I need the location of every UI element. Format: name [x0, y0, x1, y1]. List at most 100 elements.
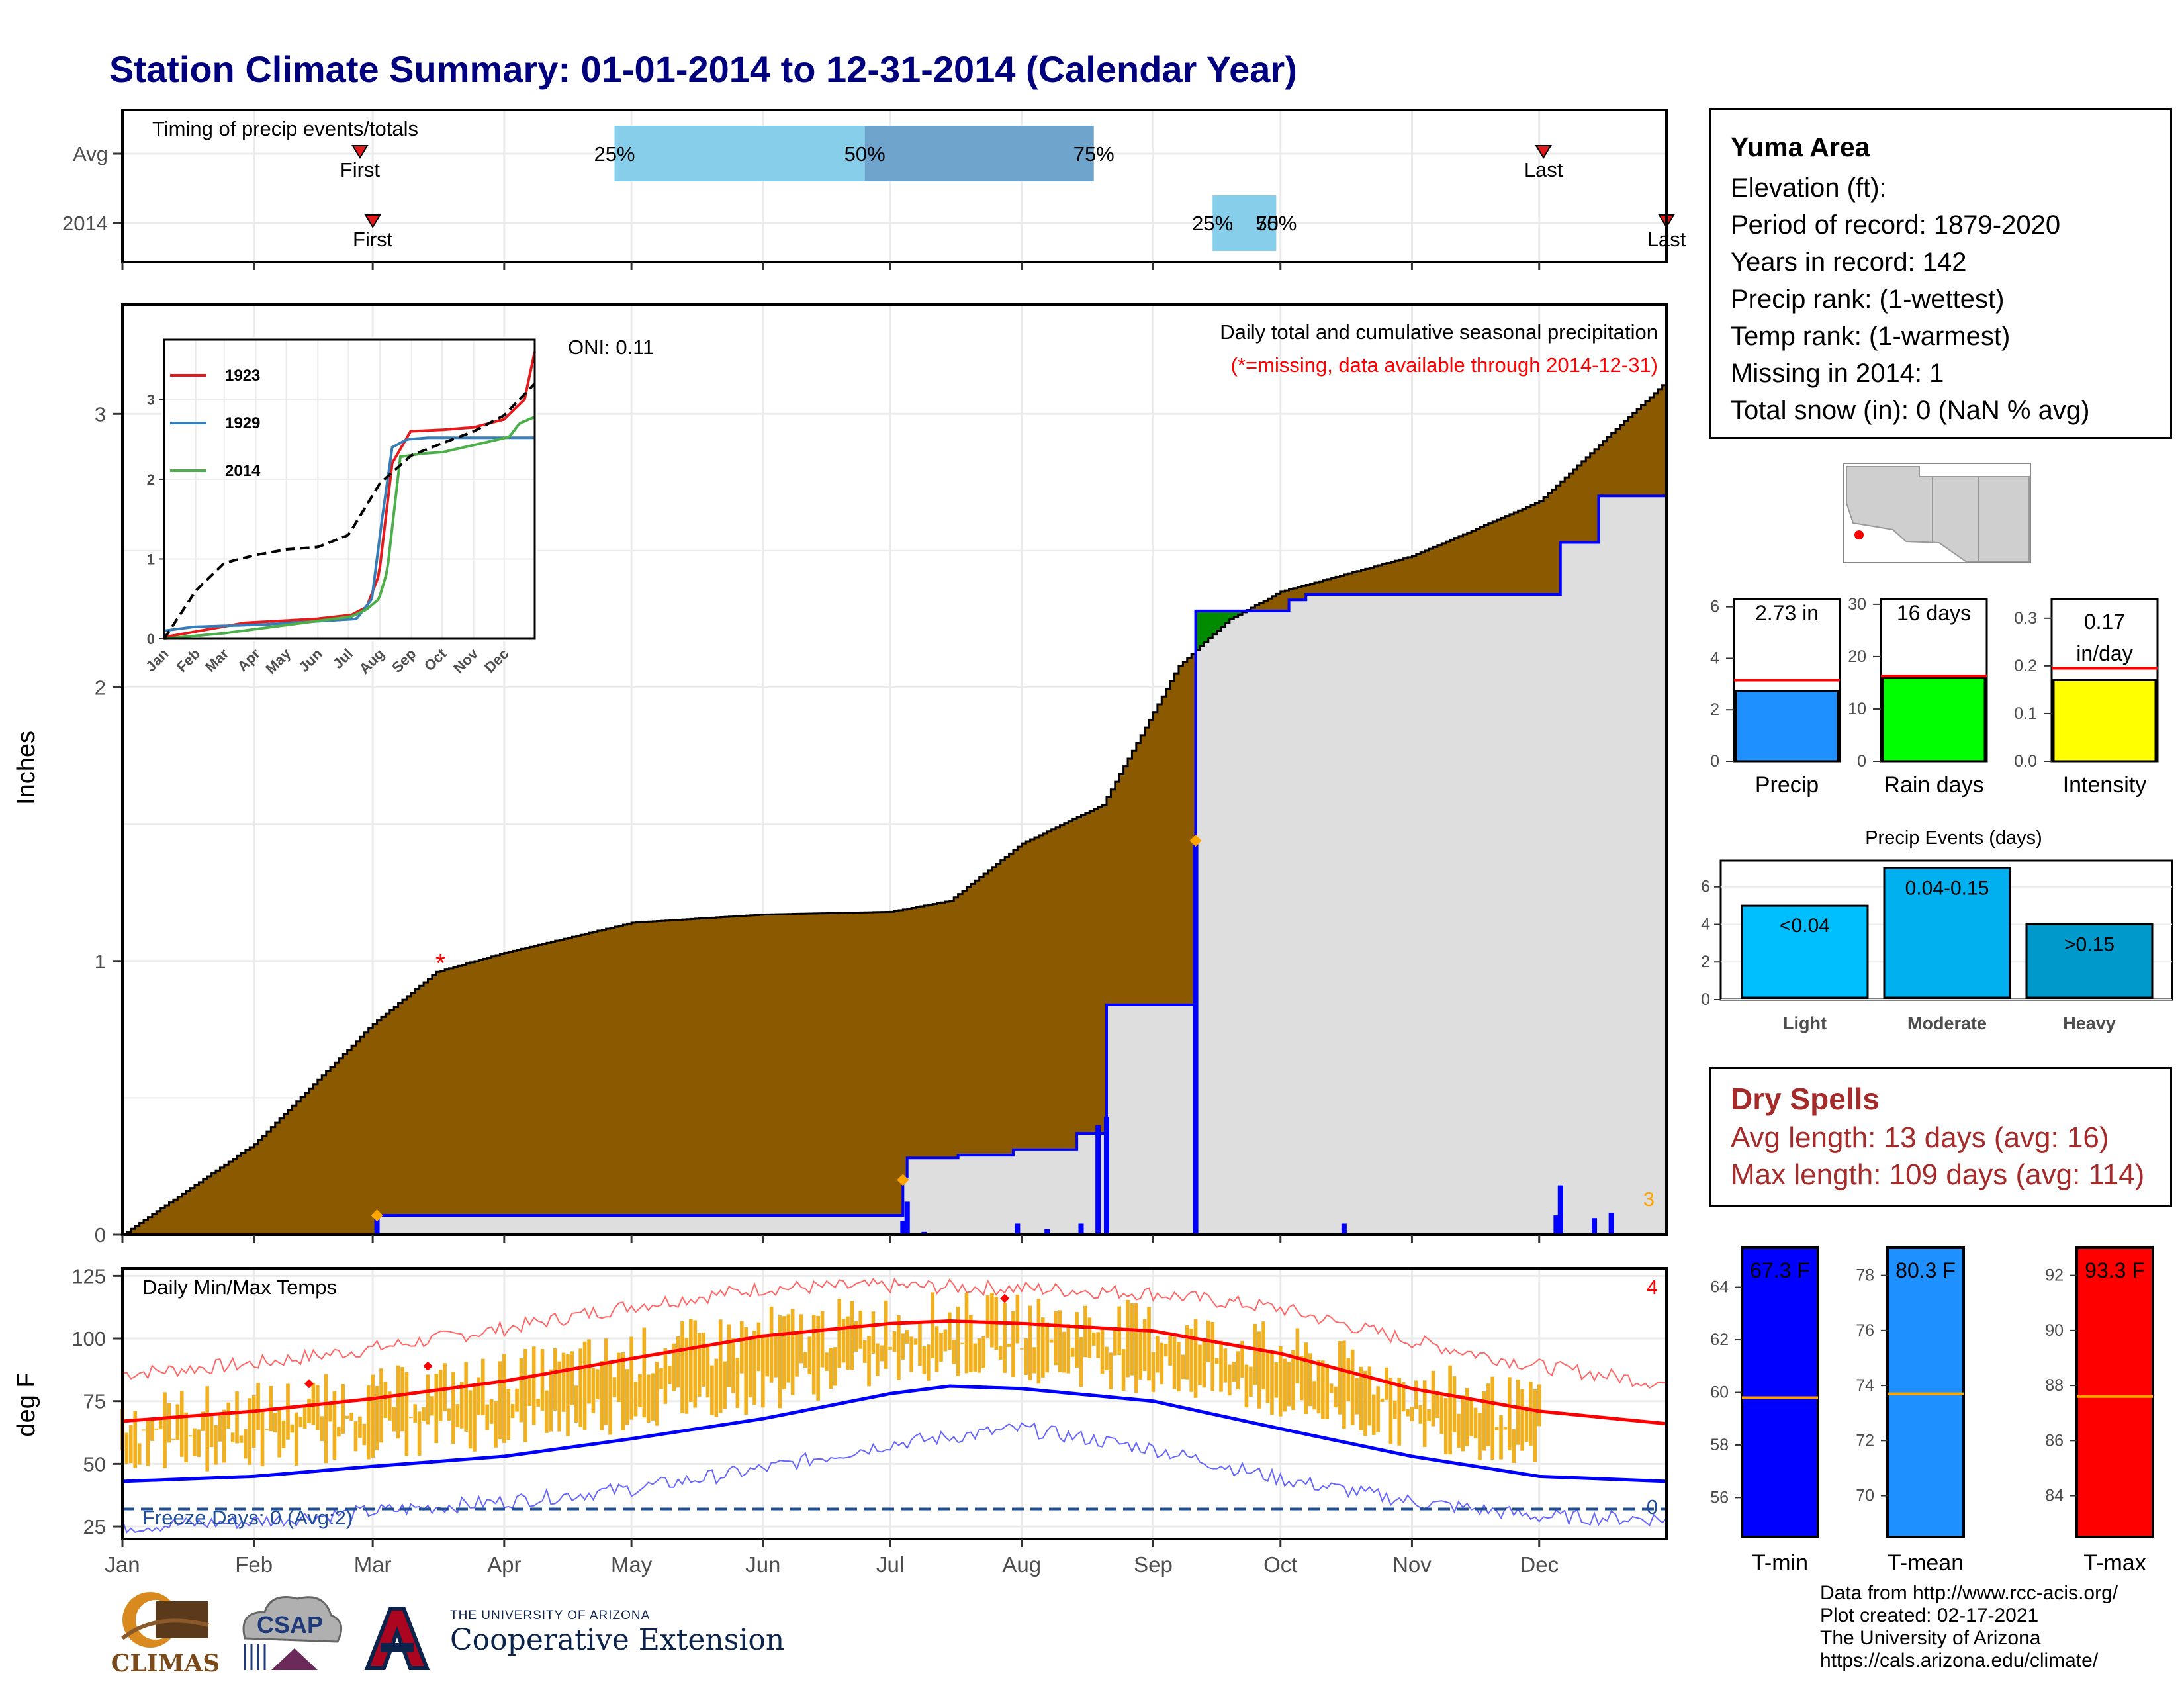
daily-temp-range-bar — [193, 1428, 197, 1457]
daily-temp-range-bar — [735, 1358, 740, 1408]
month-label: Apr — [487, 1552, 521, 1577]
daily-temp-range-bar — [943, 1329, 948, 1352]
month-label: Jan — [105, 1552, 140, 1577]
temp-summary-tick-label: 76 — [1856, 1321, 1874, 1340]
daily-temp-range-bar — [133, 1411, 138, 1468]
daily-temp-range-bar — [884, 1300, 888, 1369]
daily-temp-range-bar — [1410, 1407, 1414, 1422]
daily-temp-range-bar — [1316, 1360, 1321, 1414]
daily-temp-range-bar — [600, 1361, 604, 1430]
daily-temp-range-bar — [1512, 1429, 1516, 1463]
daily-temp-range-bar — [124, 1432, 129, 1464]
daily-temp-range-bar — [1334, 1386, 1338, 1408]
daily-temp-range-bar — [260, 1411, 265, 1466]
daily-temp-range-bar — [235, 1391, 239, 1444]
daily-temp-range-bar — [171, 1438, 175, 1440]
daily-temp-range-bar — [668, 1366, 672, 1384]
record-marker — [304, 1379, 314, 1389]
daily-temp-range-bar — [417, 1411, 422, 1456]
temp-y-axis-label: deg F — [13, 1372, 40, 1436]
daily-temp-range-bar — [1516, 1379, 1520, 1445]
daily-temp-range-bar — [251, 1395, 256, 1448]
daily-temp-range-bar — [1278, 1346, 1283, 1417]
daily-temp-range-bar — [1443, 1398, 1448, 1454]
timing-bar-50-75 — [864, 126, 1094, 181]
daily-temp-range-bar — [1257, 1331, 1261, 1409]
daily-temp-range-bar — [1308, 1353, 1312, 1407]
daily-temp-range-bar — [621, 1352, 625, 1430]
temp-summary-tick-label: 74 — [1856, 1376, 1874, 1395]
timing-p75-label: 75% — [1073, 142, 1115, 165]
inset-legend-label: 1929 — [225, 414, 260, 432]
daily-temp-range-bar — [1338, 1341, 1342, 1415]
daily-temp-range-bar — [876, 1343, 880, 1376]
daily-temp-range-bar — [248, 1398, 252, 1465]
daily-temp-range-bar — [1138, 1332, 1143, 1380]
daily-temp-range-bar — [922, 1346, 927, 1374]
daily-temp-range-bar — [150, 1417, 154, 1441]
daily-temp-range-bar — [341, 1383, 345, 1434]
record-high-line — [122, 1277, 1667, 1389]
summary-bar-tick-label: 2 — [1710, 700, 1719, 719]
summary-bar — [1735, 690, 1839, 763]
daily-temp-range-bar — [608, 1360, 612, 1435]
daily-temp-range-bar — [604, 1338, 608, 1425]
precip-caption: Daily total and cumulative seasonal prec… — [1220, 320, 1658, 344]
temp-summary-tick-label: 64 — [1710, 1278, 1729, 1297]
daily-temp-range-bar — [816, 1315, 820, 1401]
daily-temp-range-bar — [1087, 1317, 1092, 1358]
daily-temp-range-bar — [1401, 1382, 1406, 1412]
daily-temp-range-bar — [1414, 1380, 1418, 1409]
timing-marker-label: First — [353, 228, 393, 251]
daily-temp-range-bar — [990, 1292, 994, 1348]
temp-summary-value-label: 80.3 F — [1895, 1258, 1956, 1282]
daily-temp-range-bar — [744, 1327, 748, 1415]
daily-precip-bar — [1044, 1229, 1050, 1235]
daily-temp-range-bar — [629, 1336, 633, 1420]
daily-temp-range-bar — [230, 1432, 235, 1442]
precip-events-category: Heavy — [2063, 1013, 2116, 1033]
daily-temp-range-bar — [515, 1388, 519, 1412]
precip-events-bar — [2025, 923, 2154, 999]
precip-panel-border — [121, 303, 1668, 1236]
daily-temp-range-bar — [455, 1404, 460, 1427]
daily-temp-range-bar — [549, 1369, 553, 1432]
daily-temp-range-bar — [209, 1416, 214, 1447]
daily-temp-range-bar — [638, 1374, 642, 1408]
daily-temp-range-bar — [506, 1389, 511, 1440]
timing-marker-label: First — [340, 158, 381, 181]
daily-temp-range-bar — [905, 1330, 909, 1344]
coop-extension-logo: THE UNIVERSITY OF ARIZONA Cooperative Ex… — [450, 1609, 784, 1657]
daily-temp-range-bar — [158, 1417, 163, 1430]
daily-temp-range-bar — [1041, 1317, 1045, 1378]
daily-temp-range-bar — [345, 1415, 349, 1419]
summary-bar-tick-label: 0.3 — [2014, 609, 2037, 628]
daily-temp-range-bar — [659, 1368, 663, 1389]
daily-temp-range-bar — [256, 1383, 260, 1430]
daily-temp-range-bar — [960, 1342, 964, 1344]
daily-temp-range-bar — [1151, 1352, 1156, 1392]
daily-temp-range-bar — [617, 1352, 621, 1403]
daily-temp-range-bar — [434, 1374, 439, 1444]
daily-temp-range-bar — [379, 1368, 383, 1443]
daily-temp-range-bar — [739, 1321, 744, 1374]
daily-temp-range-bar — [684, 1338, 689, 1414]
inset-series-line — [163, 416, 535, 640]
summary-bar-tick-label: 4 — [1710, 649, 1719, 667]
daily-temp-range-bar — [676, 1336, 680, 1388]
daily-temp-range-bar — [468, 1390, 473, 1449]
oni-label: ONI: 0.11 — [568, 336, 654, 359]
daily-temp-range-bar — [1499, 1415, 1503, 1460]
daily-temp-range-bar — [294, 1412, 298, 1466]
summary-bar-tick-label: 30 — [1848, 595, 1866, 614]
daily-temp-range-bar — [727, 1324, 731, 1387]
daily-temp-range-bar — [897, 1315, 901, 1380]
timing-p25-label: 25% — [594, 142, 635, 165]
summary-bar — [2052, 679, 2157, 763]
month-label: Sep — [1134, 1552, 1173, 1577]
daily-temp-range-bar — [447, 1408, 451, 1421]
temp-summary-label: T-mean — [1888, 1550, 1964, 1575]
temp-summary-tick-label: 84 — [2045, 1487, 2064, 1505]
daily-temp-range-bar — [510, 1404, 515, 1419]
daily-temp-range-bar — [952, 1339, 956, 1364]
